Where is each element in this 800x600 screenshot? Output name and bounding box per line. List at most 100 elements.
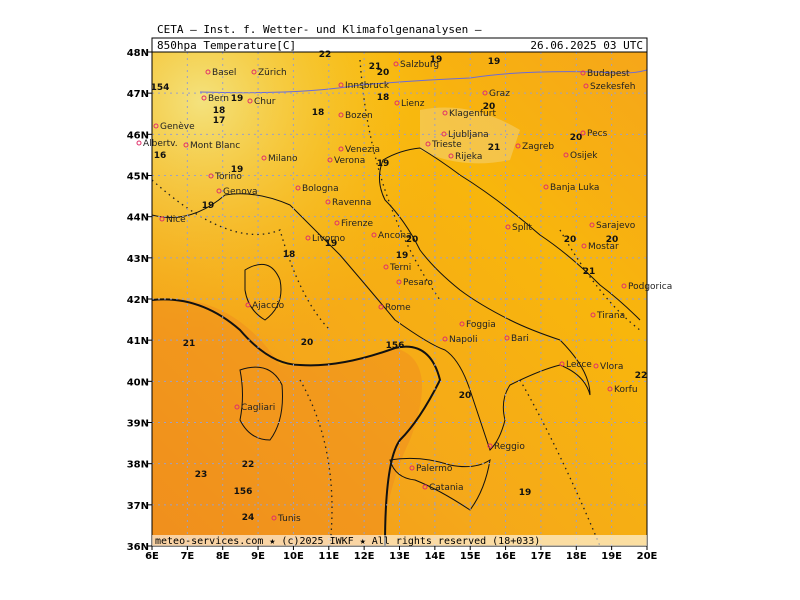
isotherm-label: 20	[570, 133, 583, 143]
lat-label: 44N	[127, 213, 149, 224]
city-dot	[327, 157, 333, 163]
city-dot	[580, 130, 586, 136]
lat-label: 46N	[127, 130, 149, 141]
lat-label: 37N	[127, 501, 149, 512]
city-dot	[425, 141, 431, 147]
lon-label: 6E	[145, 551, 159, 562]
city-dot	[393, 61, 399, 67]
city-dot	[580, 70, 586, 76]
city-label: Szekesfeh	[590, 82, 636, 92]
graticule	[148, 51, 648, 550]
city-dot	[338, 112, 344, 118]
city-label: Innsbruck	[345, 81, 390, 91]
city-label: Albertv.	[143, 139, 178, 149]
isotherm-label: 18	[377, 93, 390, 103]
city-dot	[607, 386, 613, 392]
city-label: Zürich	[258, 68, 287, 78]
city-label: Torino	[214, 172, 242, 182]
isotherm-label: 22	[319, 50, 332, 60]
city-label: Osijek	[570, 151, 598, 161]
isotherm-label: 19	[202, 201, 215, 211]
city-dot	[159, 216, 165, 222]
isotherm-label: 21	[183, 339, 196, 349]
city-dot	[208, 173, 214, 179]
city-label: Napoli	[449, 335, 477, 345]
lon-label: 12E	[354, 551, 375, 562]
isotherm-label: 24	[242, 513, 255, 523]
city-dot	[201, 95, 207, 101]
city-label: Milano	[268, 154, 298, 164]
source-line: CETA — Inst. f. Wetter- und Klimafolgena…	[157, 23, 482, 36]
isotherm-label: 156	[386, 341, 405, 351]
lon-label: 8E	[216, 551, 230, 562]
city-label: Tirana	[596, 311, 625, 321]
city-dot	[378, 304, 384, 310]
city-dot	[183, 142, 189, 148]
lon-label: 11E	[318, 551, 339, 562]
city-label: Trieste	[431, 140, 462, 150]
isotherm-label: 21	[369, 62, 382, 72]
isotherm-label: 20	[377, 68, 390, 78]
city-dot	[505, 224, 511, 230]
isotherm-label: 20	[406, 235, 419, 245]
city-label: Basel	[212, 68, 236, 78]
city-dot	[334, 220, 340, 226]
header-box	[151, 37, 648, 53]
city-label: Ljubljana	[448, 130, 489, 140]
city-dot	[338, 82, 344, 88]
city-label: Klagenfurt	[449, 109, 496, 119]
valid-time: 26.06.2025 03 UTC	[530, 39, 643, 52]
isotherm-label: 20	[606, 235, 619, 245]
city-label: Ajaccio	[252, 301, 285, 311]
labels: 6E 7E 8E 9E 10E 11E 12E 13E 14E 15E 16E 17E 18E 19E 20…	[127, 48, 673, 562]
city-label: Rome	[385, 303, 411, 313]
city-dot	[394, 100, 400, 106]
city-label: Vlora	[600, 362, 623, 372]
city-dot	[590, 312, 596, 318]
city-dot	[442, 336, 448, 342]
city-label: Livorno	[312, 234, 346, 244]
isotherm-label: 154	[151, 83, 170, 93]
city-label: Cagliari	[241, 403, 275, 413]
lon-label: 19E	[601, 551, 622, 562]
city-label: Terni	[389, 263, 411, 273]
isotherm-label: 18	[283, 250, 296, 260]
isotherm-label: 18	[312, 108, 325, 118]
city-dot	[441, 131, 447, 137]
city-label: Zagreb	[522, 142, 554, 152]
isotherm-label: 156	[234, 487, 253, 497]
city-dot	[504, 335, 510, 341]
city-label: Nice	[166, 215, 186, 225]
city-dot	[216, 188, 222, 194]
city-dot	[482, 90, 488, 96]
city-label: Palermo	[416, 464, 453, 474]
city-dot	[325, 199, 331, 205]
city-dot	[261, 155, 267, 161]
city-dot	[422, 484, 428, 490]
lon-label: 13E	[389, 551, 410, 562]
lon-label: 18E	[566, 551, 587, 562]
isotherm-label: 19	[377, 159, 390, 169]
city-label: Sarajevo	[596, 221, 636, 231]
city-dot	[487, 443, 493, 449]
lat-label: 38N	[127, 460, 149, 471]
city-label: Mostar	[588, 242, 619, 252]
lat-label: 36N	[127, 542, 149, 553]
lat-label: 41N	[127, 336, 149, 347]
city-label: Banja Luka	[550, 183, 599, 193]
lon-label: 9E	[251, 551, 265, 562]
isotherm-label: 16	[154, 151, 167, 161]
city-label: Lienz	[401, 99, 425, 109]
city-label: Pesaro	[403, 278, 433, 288]
lon-label: 20E	[637, 551, 658, 562]
city-label: Rijeka	[455, 152, 482, 162]
lat-label: 47N	[127, 89, 149, 100]
isotherm-label: 23	[195, 470, 208, 480]
city-dot	[305, 235, 311, 241]
city-dot	[338, 146, 344, 152]
city-dot	[271, 515, 277, 521]
lon-label: 10E	[283, 551, 304, 562]
city-label: Bern	[208, 94, 229, 104]
isotherm-label: 19	[430, 55, 443, 65]
